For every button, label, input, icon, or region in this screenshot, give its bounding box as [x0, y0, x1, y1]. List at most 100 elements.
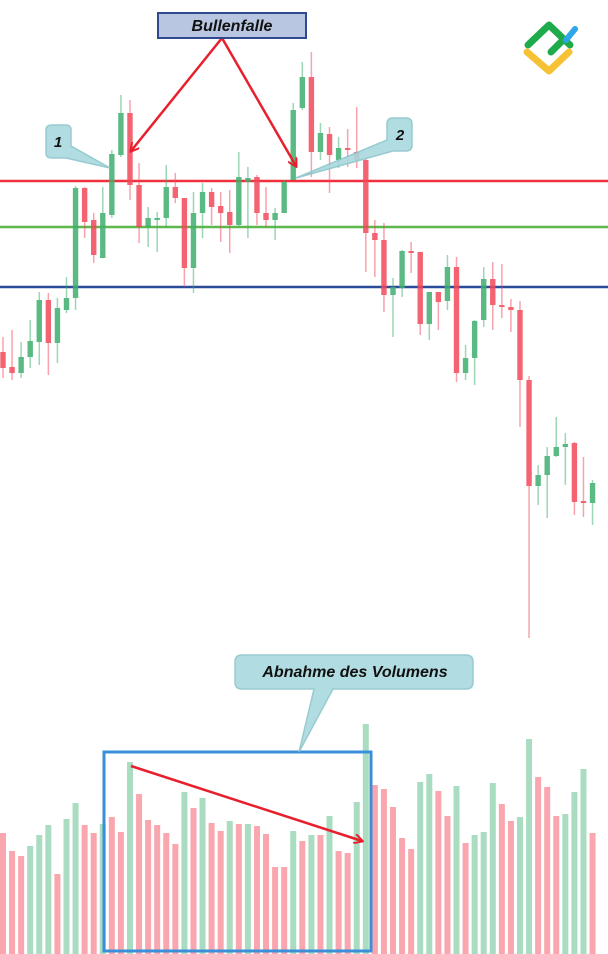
candle: [372, 220, 378, 277]
candle-body: [208, 192, 215, 207]
candle: [399, 250, 405, 297]
candle: [499, 264, 505, 318]
callout-2: 2: [295, 117, 413, 179]
candle-body: [399, 251, 405, 288]
volume-bar: [9, 851, 16, 954]
volume-bar: [72, 803, 79, 954]
volume-bar: [408, 849, 415, 954]
candle: [308, 52, 315, 177]
candle: [281, 180, 287, 213]
candle-body: [36, 300, 42, 342]
candle-body: [571, 443, 578, 502]
volume-bar: [335, 851, 342, 954]
volume-bar: [390, 807, 397, 954]
volume-bar: [54, 874, 61, 954]
candle: [435, 292, 442, 330]
callout-2-label: 2: [395, 127, 405, 144]
volume-bar: [480, 832, 487, 954]
candle-body: [190, 213, 197, 268]
candle: [227, 190, 233, 253]
candle: [91, 213, 97, 263]
volume-bar: [489, 783, 496, 954]
candle: [390, 278, 396, 337]
volume-bar: [290, 831, 297, 954]
volume-bar: [498, 804, 505, 954]
candle-body: [417, 252, 423, 324]
volume-bar: [399, 838, 406, 954]
candle: [208, 188, 215, 225]
volume-note-label: Abnahme des Volumens: [261, 664, 447, 681]
candle-body: [163, 187, 169, 218]
candle-body: [408, 251, 414, 253]
candle: [417, 252, 423, 335]
candle: [145, 207, 151, 247]
candle-body: [499, 305, 505, 307]
volume-bar: [426, 774, 433, 954]
candle-body: [381, 240, 387, 295]
volume-bar: [181, 792, 188, 954]
candle: [136, 163, 142, 243]
candle-body: [290, 110, 296, 180]
candle-body: [335, 148, 342, 160]
candle-body: [263, 213, 269, 220]
candle-body: [317, 133, 324, 152]
volume-bar: [81, 825, 88, 954]
candle-body: [490, 279, 496, 305]
volume-bar: [217, 831, 224, 954]
volume-bar: [253, 826, 260, 954]
candle: [236, 152, 242, 227]
candle: [426, 292, 432, 340]
candle: [272, 208, 278, 240]
candle: [589, 480, 596, 525]
volume-bar: [27, 846, 34, 954]
volume-bar: [163, 833, 170, 954]
volume-bar: [18, 856, 25, 954]
volume-bar: [326, 816, 333, 954]
candle: [381, 223, 387, 312]
volume-bar: [90, 833, 97, 954]
candle: [190, 192, 197, 293]
bull-trap-annotation: Bullenfalle: [131, 12, 307, 166]
candle: [254, 175, 260, 225]
candle-body: [72, 188, 79, 298]
candle-body: [9, 367, 15, 373]
candle: [580, 457, 587, 517]
candle-body: [390, 287, 396, 295]
candle-body: [272, 213, 278, 220]
candle: [453, 257, 460, 382]
candle-body: [217, 206, 224, 213]
candle-body: [245, 178, 251, 182]
candle: [571, 442, 578, 515]
volume-bar: [36, 835, 43, 954]
candle-body: [544, 456, 550, 475]
candle-body: [308, 77, 315, 152]
volume-annotation: Abnahme des Volumens: [102, 654, 474, 953]
candle-body: [326, 134, 333, 155]
volume-bar: [362, 724, 369, 954]
volume-bar: [208, 823, 215, 954]
candle: [508, 299, 514, 332]
candle-body: [227, 212, 233, 225]
volume-bar: [136, 794, 143, 954]
volume-bar: [553, 816, 560, 954]
candle-body: [444, 267, 451, 301]
candle-body: [453, 267, 460, 373]
candle: [462, 345, 469, 380]
candle-body: [18, 357, 24, 373]
candle-body: [471, 321, 478, 358]
volume-bar: [571, 792, 578, 954]
volume-bar: [63, 819, 70, 954]
candle: [118, 95, 124, 157]
callout-1: 1: [45, 124, 111, 169]
candle-body: [553, 447, 559, 456]
candle-body: [172, 187, 179, 198]
volume-bar: [344, 853, 351, 954]
candle: [172, 173, 179, 203]
candle: [553, 417, 559, 457]
volume-bar: [526, 739, 533, 954]
volume-bars: [0, 724, 596, 954]
candle: [18, 342, 24, 378]
volume-bar: [516, 817, 523, 954]
callout-1-label: 1: [54, 134, 62, 151]
